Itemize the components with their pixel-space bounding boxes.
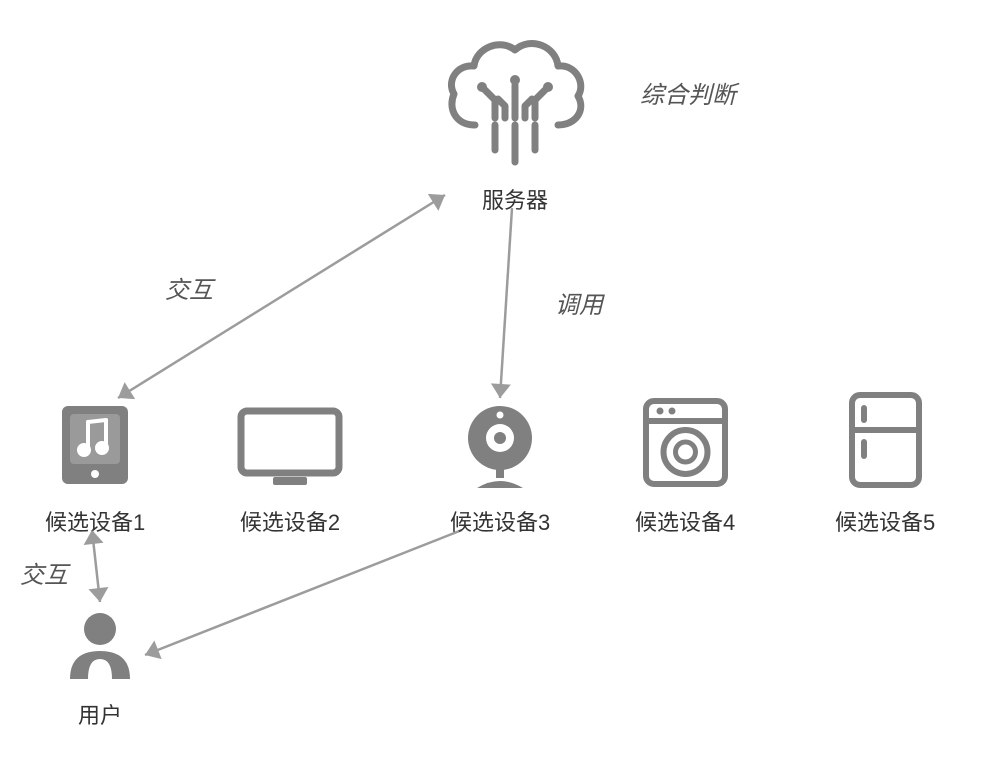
user-icon — [60, 605, 140, 690]
diagram-stage: 服务器 候选设备1 — [0, 0, 1000, 780]
server-to-device3 — [500, 208, 512, 398]
cloud-brain-icon — [440, 30, 590, 175]
user-label: 用户 — [78, 698, 122, 730]
server-label: 服务器 — [482, 183, 548, 215]
node-server: 服务器 — [440, 30, 590, 215]
node-device-4: 候选设备4 — [635, 395, 735, 537]
annot-interact2: 交互 — [20, 555, 68, 590]
node-device-1: 候选设备1 — [45, 400, 145, 537]
annot-judge: 综合判断 — [640, 75, 736, 110]
node-user: 用户 — [60, 605, 140, 730]
device-4-label: 候选设备4 — [635, 505, 735, 537]
node-device-3: 候选设备3 — [450, 400, 550, 537]
device-1-label: 候选设备1 — [45, 505, 145, 537]
webcam-icon — [455, 400, 545, 495]
device-2-label: 候选设备2 — [240, 505, 340, 537]
device1-to-user — [92, 530, 100, 602]
device3-to-user — [145, 530, 462, 655]
washing-machine-icon — [638, 395, 733, 495]
monitor-icon — [235, 405, 345, 495]
annot-invoke: 调用 — [555, 285, 603, 320]
device-3-label: 候选设备3 — [450, 505, 550, 537]
speaker-icon — [50, 400, 140, 495]
annot-interact1: 交互 — [165, 270, 213, 305]
refrigerator-icon — [838, 390, 933, 495]
node-device-5: 候选设备5 — [835, 390, 935, 537]
device-5-label: 候选设备5 — [835, 505, 935, 537]
node-device-2: 候选设备2 — [235, 405, 345, 537]
